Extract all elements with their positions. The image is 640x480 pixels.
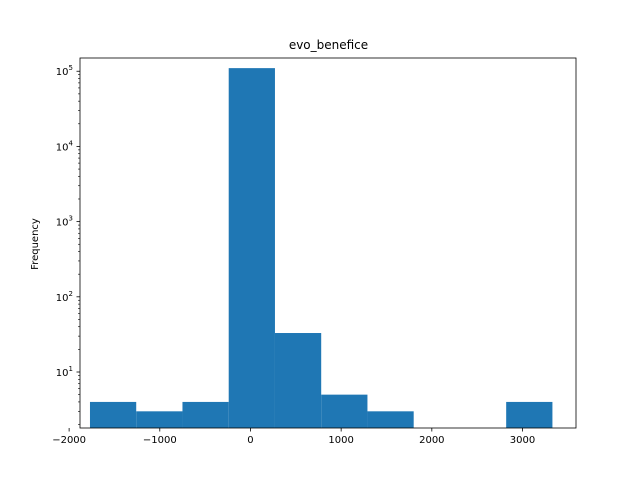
histogram-bar	[182, 401, 229, 428]
y-tick-label: 105	[56, 64, 73, 78]
y-axis-label: Frequency	[30, 218, 41, 270]
y-tick-label: 104	[56, 139, 74, 153]
x-tick-label: 3000	[510, 435, 535, 446]
histogram-bar	[321, 394, 368, 428]
bars-group	[89, 68, 553, 428]
chart-title: evo_benefice	[289, 38, 368, 52]
x-axis-ticks: −2000 −1000 0 1000 2000 3000	[52, 428, 535, 446]
plot-frame	[79, 57, 577, 429]
x-tick-label: −2000	[52, 435, 86, 446]
histogram-bar	[274, 333, 322, 428]
histogram-bar	[506, 401, 553, 428]
histogram-bar	[367, 411, 414, 428]
histogram-bar	[228, 68, 275, 428]
x-tick-label: 0	[247, 435, 253, 446]
x-tick-label: 2000	[419, 435, 444, 446]
y-axis-ticks: 101 102 103 104 105	[56, 64, 80, 425]
x-tick-label: −1000	[143, 435, 177, 446]
y-tick-label: 103	[56, 215, 73, 229]
x-tick-label: 1000	[328, 435, 353, 446]
y-tick-label: 101	[56, 365, 73, 379]
y-tick-label: 102	[56, 290, 73, 304]
histogram-bar	[89, 401, 137, 428]
histogram-bar	[136, 411, 183, 428]
